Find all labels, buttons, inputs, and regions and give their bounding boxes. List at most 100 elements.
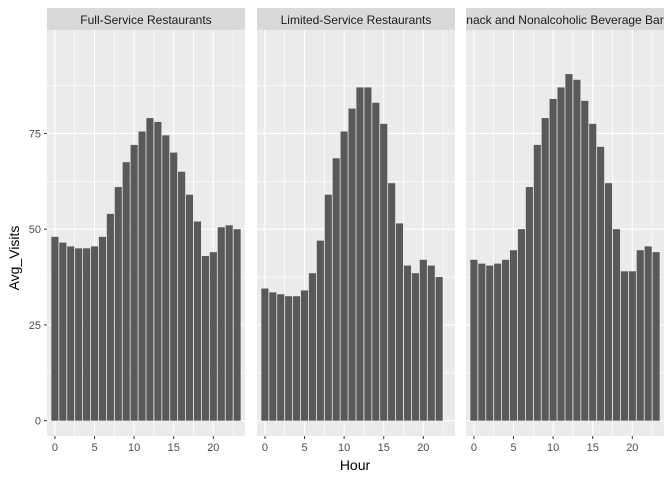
y-tick-label: 25 — [29, 320, 41, 332]
facet-strip-label: Limited-Service Restaurants — [281, 13, 432, 27]
bar — [509, 250, 518, 421]
bar — [178, 171, 186, 421]
bar — [356, 87, 364, 421]
bar — [51, 236, 59, 421]
facet-panel: nack and Nonalcoholic Beverage Bar 0 5 10 15… — [466, 8, 664, 454]
x-tick-label: 20 — [626, 442, 638, 454]
bar — [419, 259, 427, 421]
bar — [644, 246, 652, 421]
x-tick-label: 10 — [547, 442, 559, 454]
x-tick-label: 10 — [338, 442, 350, 454]
x-tick-label: 20 — [207, 442, 219, 454]
bar — [300, 290, 309, 421]
bar — [316, 240, 324, 421]
bar — [90, 246, 99, 421]
bar — [557, 87, 565, 421]
bar — [403, 265, 412, 421]
bar — [233, 229, 241, 421]
bar — [308, 273, 317, 421]
facet-panel: Limited-Service Restaurants 0 5 10 15 20 — [257, 8, 455, 454]
bar — [549, 98, 557, 421]
bar — [589, 123, 597, 421]
facet-panel: Full-Service Restaurants 0 5 10 15 20 — [47, 8, 245, 454]
bar — [285, 296, 293, 421]
bar — [261, 288, 269, 421]
y-tick-label: 50 — [29, 224, 41, 236]
bar — [348, 108, 356, 421]
bar — [217, 227, 225, 421]
bar — [114, 187, 122, 421]
y-tick-label: 75 — [29, 128, 41, 140]
x-tick-label: 5 — [510, 442, 516, 454]
x-tick-label: 0 — [471, 442, 477, 454]
bar — [604, 183, 613, 421]
bar — [269, 292, 277, 421]
bar — [372, 102, 380, 421]
bar — [277, 294, 285, 421]
bar — [427, 265, 435, 421]
bar — [293, 296, 301, 421]
bar — [517, 229, 526, 421]
bar — [364, 87, 372, 421]
x-tick-label: 15 — [378, 442, 390, 454]
facet-strip-label: Full-Service Restaurants — [80, 13, 211, 27]
x-axis-title: Hour — [340, 457, 371, 473]
bar — [565, 74, 573, 421]
bar — [612, 229, 621, 421]
bar — [67, 246, 75, 421]
bar — [193, 221, 202, 421]
bar — [411, 273, 419, 421]
bar — [225, 225, 233, 421]
bar — [470, 259, 478, 421]
facet-strip — [466, 8, 664, 30]
bar — [597, 146, 605, 421]
bar — [332, 158, 340, 421]
y-axis: 0 25 50 75 — [29, 128, 47, 428]
bar — [138, 131, 146, 421]
bar — [581, 100, 589, 421]
bar — [388, 183, 396, 421]
bar — [146, 118, 154, 421]
bar — [324, 194, 332, 421]
y-tick-label: 0 — [35, 416, 41, 428]
y-axis-title: Avg_Visits — [6, 226, 22, 291]
x-tick-label: 5 — [91, 442, 97, 454]
bar — [130, 144, 138, 421]
x-tick-label: 10 — [128, 442, 140, 454]
x-tick-label: 0 — [262, 442, 268, 454]
bar — [478, 263, 486, 421]
bar — [502, 259, 510, 421]
bar — [83, 248, 91, 421]
bar — [201, 255, 209, 421]
bar — [209, 252, 217, 421]
bar — [533, 144, 541, 421]
bar — [620, 271, 628, 421]
x-tick-label: 5 — [301, 442, 307, 454]
facet-strip-label: nack and Nonalcoholic Beverage Bar — [466, 13, 663, 27]
bar — [59, 242, 67, 421]
bar — [162, 135, 170, 421]
bar — [340, 131, 348, 421]
bar — [494, 263, 502, 421]
bar — [541, 118, 549, 421]
bar — [122, 162, 130, 421]
bar — [75, 248, 83, 421]
bar — [435, 277, 443, 421]
bar — [380, 123, 388, 421]
x-tick-label: 20 — [417, 442, 429, 454]
bar — [628, 271, 636, 421]
facet-strip — [257, 8, 455, 30]
x-tick-label: 15 — [168, 442, 180, 454]
bar — [98, 236, 107, 421]
bar — [573, 79, 581, 421]
facet-strip — [47, 8, 245, 30]
x-tick-label: 15 — [587, 442, 599, 454]
bar — [170, 152, 178, 421]
bar — [525, 187, 533, 421]
x-tick-label: 0 — [52, 442, 58, 454]
bar — [106, 213, 114, 421]
bar — [395, 223, 404, 421]
bar — [636, 250, 644, 421]
